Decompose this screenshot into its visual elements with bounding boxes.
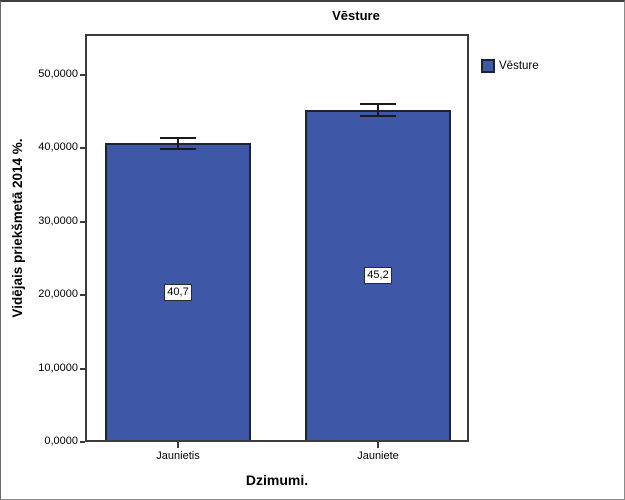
y-tick-label: 20,0000	[38, 288, 78, 301]
y-axis-title: Vidējais priekšmetā 2014 %.	[10, 138, 25, 318]
y-tick-mark	[80, 294, 85, 297]
error-bar-cap-top	[360, 103, 396, 106]
bar-value-label: 40,7	[164, 283, 192, 301]
error-bar-cap-top	[160, 136, 196, 139]
error-bar-cap-bottom	[360, 115, 396, 118]
legend-label: Vēsture	[499, 60, 539, 72]
y-tick-label: 50,0000	[38, 68, 78, 80]
y-tick-label: 10,0000	[38, 361, 78, 374]
y-tick-mark	[80, 74, 85, 76]
error-bar-line	[377, 104, 379, 117]
legend: Vēsture	[481, 59, 539, 73]
category-label: Jauniete	[357, 450, 399, 462]
legend-color-swatch	[481, 59, 495, 73]
chart-title: Vēsture	[332, 8, 380, 23]
y-tick-label: 0,0000	[44, 435, 78, 447]
y-tick-mark	[80, 220, 85, 223]
category-label: Jaunietis	[156, 450, 200, 462]
error-bar-line	[177, 137, 179, 149]
y-tick-mark	[80, 147, 85, 150]
y-tick-label: 40,0000	[38, 141, 78, 154]
y-tick-mark	[80, 441, 85, 443]
x-axis-title: Dzimumi.	[245, 472, 309, 488]
y-tick-label: 30,0000	[38, 214, 78, 227]
y-tick-mark	[80, 367, 85, 370]
x-tick-mark	[377, 442, 379, 448]
x-tick-mark	[177, 442, 179, 448]
error-bar-cap-bottom	[160, 147, 196, 150]
bar-value-label: 45,2	[364, 267, 392, 285]
